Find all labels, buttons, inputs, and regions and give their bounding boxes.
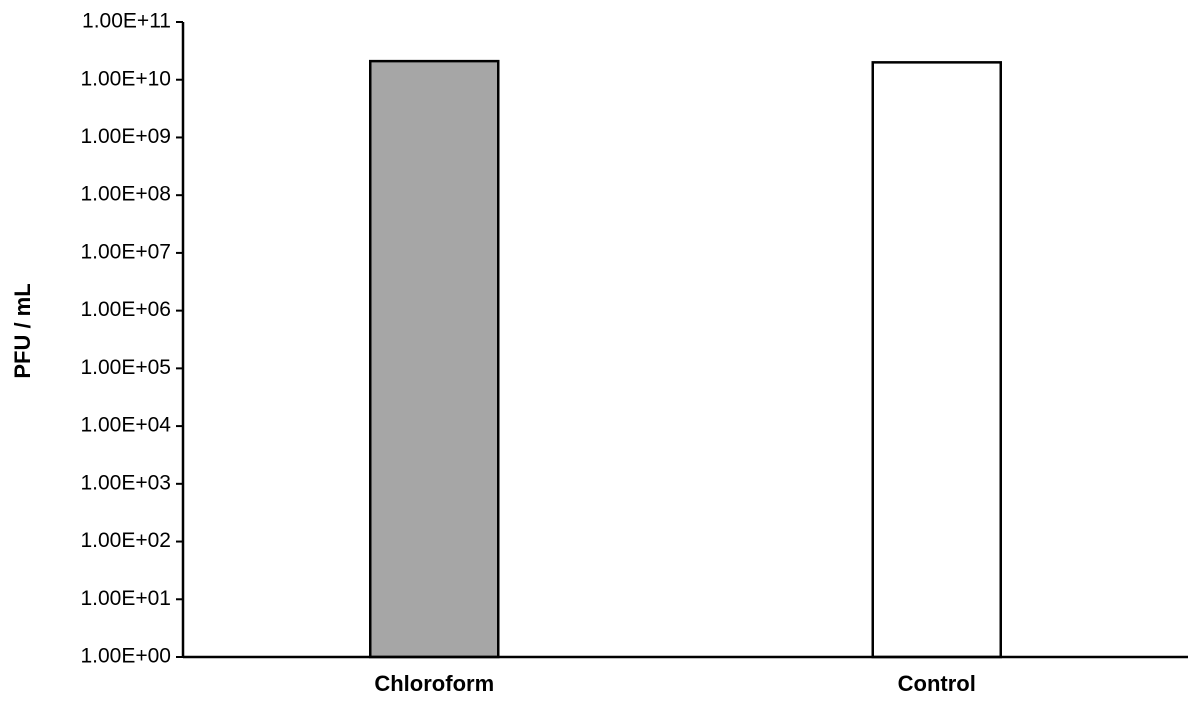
y-tick-label: 1.00E+11 xyxy=(82,10,171,33)
y-axis-title: PFU / mL xyxy=(10,283,35,378)
category-labels-layer: Chloroform Control xyxy=(374,671,975,696)
x-category-label: Chloroform xyxy=(374,671,494,696)
y-tick-label: 1.00E+03 xyxy=(80,471,171,494)
y-tick-label: 1.00E+10 xyxy=(80,67,171,90)
y-tick-label: 1.00E+08 xyxy=(80,183,171,206)
bar-chloroform xyxy=(369,59,500,659)
bars-layer xyxy=(369,59,1002,659)
bar-control xyxy=(871,61,1002,659)
y-tick-label: 1.00E+02 xyxy=(80,529,171,552)
y-tick-label: 1.00E+06 xyxy=(80,298,171,321)
y-tick-label: 1.00E+07 xyxy=(80,240,171,263)
y-tick-label: 1.00E+04 xyxy=(80,414,171,437)
y-tick-label: 1.00E+05 xyxy=(80,356,171,379)
x-category-label: Control xyxy=(898,671,976,696)
y-tick-label: 1.00E+00 xyxy=(80,645,171,668)
y-ticks-layer: 1.00E+00 1.00E+01 1.00E+02 1.00E+03 1.00E+04… xyxy=(80,10,183,668)
axes-layer xyxy=(181,22,1188,659)
y-tick-label: 1.00E+01 xyxy=(80,587,171,610)
y-tick-label: 1.00E+09 xyxy=(80,125,171,148)
